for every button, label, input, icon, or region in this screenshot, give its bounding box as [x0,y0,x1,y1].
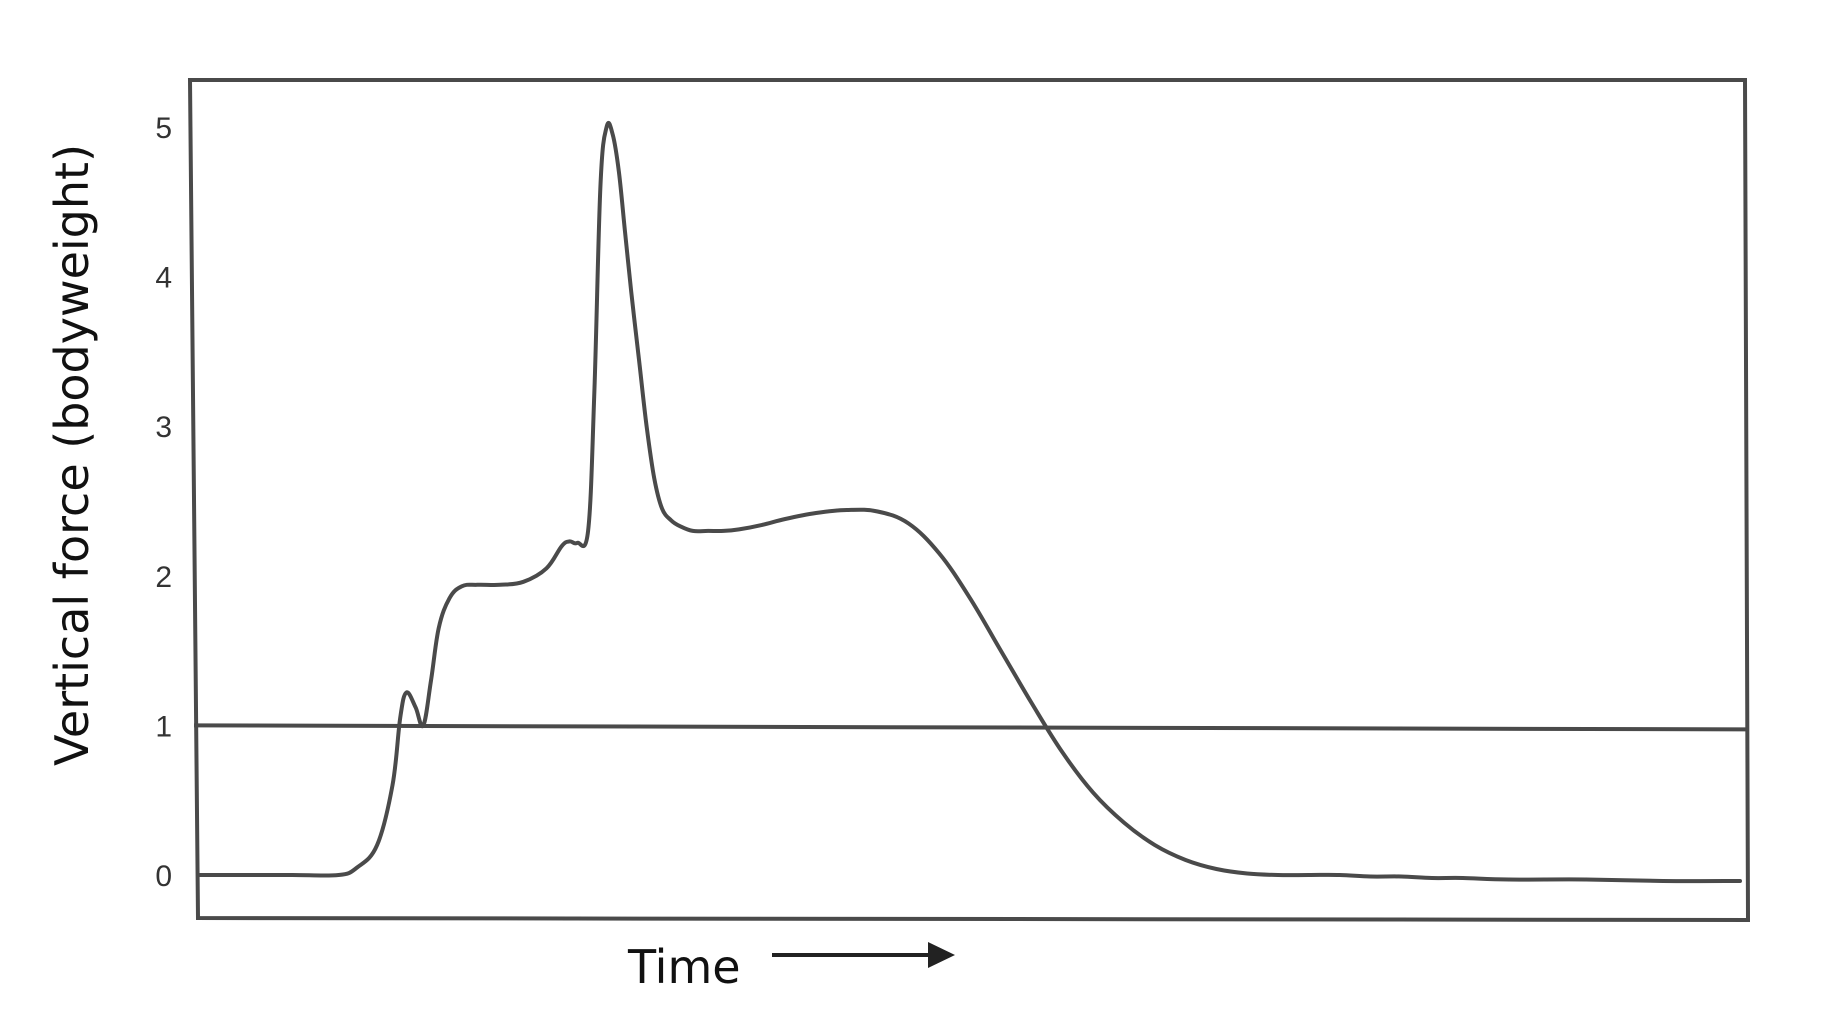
x-axis-title: Time [627,940,741,994]
y-tick-label: 4 [155,262,172,295]
time-arrow-icon [772,942,955,968]
y-axis-title: Vertical force (bodyweight) [45,144,99,766]
y-tick-label: 3 [155,411,172,444]
y-tick-label: 0 [155,860,172,893]
y-tick-label: 2 [155,561,172,594]
force-curve-line [198,121,1742,884]
y-tick-labels: 0 1 2 3 4 5 [155,112,172,893]
y-tick-label: 5 [155,112,172,145]
plot-frame [187,78,1751,923]
y-tick-label: 1 [155,710,172,743]
bodyweight-reference-line [193,723,1747,732]
